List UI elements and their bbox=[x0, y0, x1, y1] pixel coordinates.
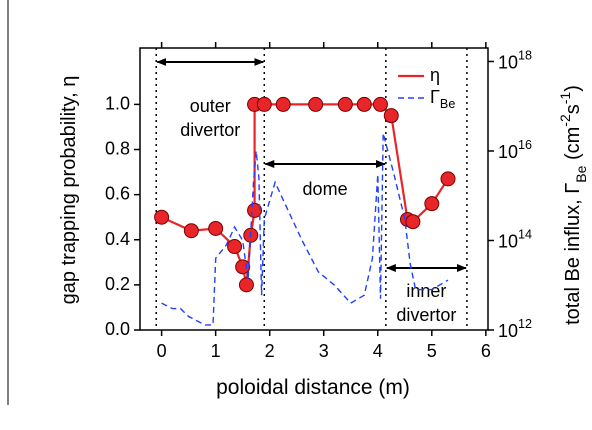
data-point bbox=[405, 214, 421, 230]
data-point bbox=[372, 96, 388, 112]
x-tick-label: 6 bbox=[481, 341, 491, 361]
annotation-text: inner bbox=[406, 281, 446, 301]
data-point bbox=[383, 108, 399, 124]
data-point bbox=[275, 96, 291, 112]
x-tick-label: 4 bbox=[373, 341, 383, 361]
y-axis-label: gap trapping probability, η bbox=[58, 76, 80, 305]
data-point bbox=[238, 277, 254, 293]
x-tick-label: 2 bbox=[265, 341, 275, 361]
data-point bbox=[235, 259, 251, 275]
y-tick-label: 0.2 bbox=[105, 274, 130, 294]
y2-tick-label: 1018 bbox=[498, 49, 532, 72]
plot-frame bbox=[139, 47, 489, 331]
y2-axis-label: total Be influx, ΓBe (cm-2s-1) bbox=[557, 85, 589, 325]
annotation-text: outer bbox=[190, 96, 231, 116]
data-point bbox=[308, 96, 324, 112]
x-tick-label: 0 bbox=[157, 341, 167, 361]
y-tick-label: 0.6 bbox=[105, 183, 130, 203]
legend-label: η bbox=[430, 65, 440, 85]
data-point bbox=[440, 171, 456, 187]
x-axis-label: poloidal distance (m) bbox=[216, 376, 410, 399]
x-tick-label: 5 bbox=[427, 341, 437, 361]
y2-tick-label: 1016 bbox=[498, 138, 532, 161]
y2-tick-label: 1014 bbox=[498, 228, 532, 251]
data-point bbox=[256, 96, 272, 112]
series-line bbox=[161, 133, 449, 326]
annotation-text: divertor bbox=[180, 120, 240, 140]
x-tick-label: 3 bbox=[319, 341, 329, 361]
data-point bbox=[356, 96, 372, 112]
y-tick-label: 0.4 bbox=[105, 229, 130, 249]
y-tick-label: 1.0 bbox=[105, 93, 130, 113]
y2-tick-label: 1012 bbox=[498, 317, 532, 340]
y-tick-label: 0.8 bbox=[105, 138, 130, 158]
data-point bbox=[337, 96, 353, 112]
data-point bbox=[208, 220, 224, 236]
data-point bbox=[154, 209, 170, 225]
y-tick-label: 0.0 bbox=[105, 319, 130, 339]
annotation-text: dome bbox=[303, 179, 348, 199]
legend-label: ΓBe bbox=[430, 87, 455, 112]
data-point bbox=[183, 223, 199, 239]
annotation-text: divertor bbox=[396, 305, 456, 325]
x-tick-label: 1 bbox=[211, 341, 221, 361]
data-point bbox=[424, 196, 440, 212]
data-point bbox=[227, 239, 243, 255]
